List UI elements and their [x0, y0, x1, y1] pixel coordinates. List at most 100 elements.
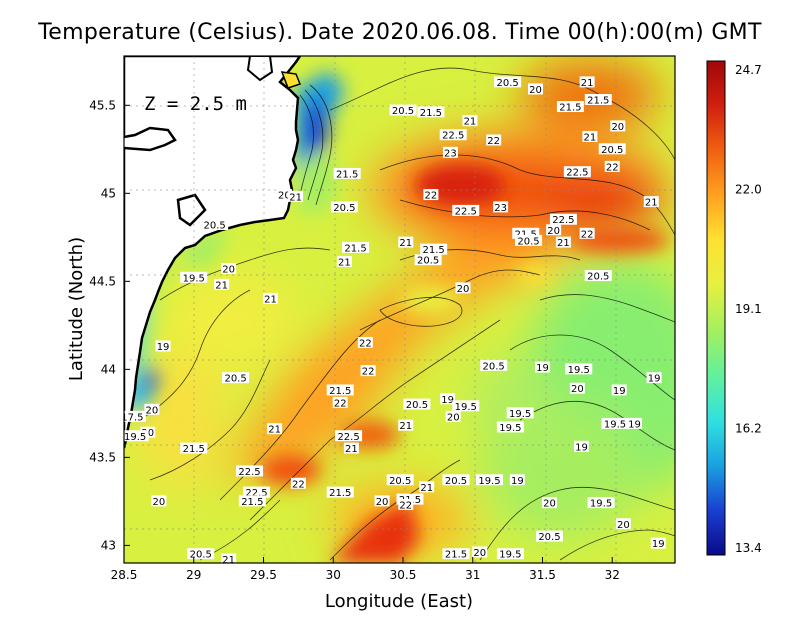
contour-label-text: 19 — [628, 419, 641, 430]
contour-label: 19.5 — [180, 271, 208, 284]
x-tick-label: 32 — [605, 568, 620, 582]
contour-label: 19.5 — [452, 400, 480, 413]
x-tick-label: 29.5 — [250, 568, 277, 582]
contour-label-box — [440, 393, 456, 405]
contour-label-box — [389, 104, 417, 116]
contour-label-text: 21 — [581, 78, 594, 89]
contour-label-box — [238, 495, 266, 507]
contour-label-text: 19.5 — [604, 419, 626, 430]
contour-label-box — [528, 83, 544, 95]
contour-label: 20.5 — [187, 548, 215, 561]
contour-label: 21.5 — [442, 548, 470, 561]
contour-label-box — [374, 495, 390, 507]
contour-label-box — [201, 219, 229, 230]
contour-label-box — [574, 440, 590, 452]
x-tick-label: 30 — [326, 568, 341, 582]
contour-label-text: 20 — [529, 85, 542, 96]
contour-label: 22.5 — [243, 486, 271, 499]
contour-label-text: 19.5 — [499, 423, 521, 434]
contour-label-box — [360, 365, 376, 377]
contour-label: 21.5 — [333, 167, 361, 180]
contour-label-text: 22.5 — [552, 215, 574, 226]
contour-label: 20 — [221, 263, 237, 276]
contour-label-text: 19 — [157, 342, 170, 353]
contour-label-box — [582, 130, 598, 142]
y-axis-label: Latitude (North) — [66, 237, 87, 381]
contour-label-box — [569, 382, 585, 394]
contour-label-text: 20.5 — [483, 361, 505, 372]
contour-label-box — [398, 236, 414, 248]
contour-label-box — [386, 474, 414, 486]
contour-label-box — [124, 430, 149, 442]
contour-label-text: 21.5 — [420, 108, 442, 119]
contour-label-text: 21.5 — [183, 444, 205, 455]
contour-label: 21 — [221, 553, 237, 566]
colorbar — [706, 60, 726, 556]
contour-label-text: 22 — [487, 136, 500, 147]
contour-label-box — [414, 254, 442, 266]
contour-label: 21.5 — [326, 384, 354, 397]
contour-label-box — [584, 270, 612, 282]
contour-label: 19.5 — [565, 363, 593, 376]
contour-label: 17.5 — [124, 410, 146, 423]
contour-label-text: 20 — [543, 499, 556, 510]
contour-label-box — [445, 410, 461, 422]
contour-label: 21 — [343, 442, 359, 455]
contour-label-text: 21 — [464, 117, 477, 128]
y-tick-label: 44 — [101, 362, 116, 376]
contour-label-box — [535, 530, 563, 542]
contour-label: 21 — [336, 255, 352, 268]
contour-label-text: 21 — [222, 555, 235, 566]
contour-label: 22 — [332, 396, 348, 409]
contour-label-text: 22.5 — [455, 206, 477, 217]
contour-label-box — [627, 417, 643, 429]
contour-label-text: 21 — [268, 425, 281, 436]
contour-label: 20 — [541, 497, 557, 510]
contour-label-box — [598, 143, 626, 155]
contour-label-box — [546, 224, 562, 236]
contour-label-text: 20.5 — [601, 145, 623, 156]
contour-label-text: 20 — [473, 548, 486, 559]
contour-label-box — [506, 407, 534, 419]
contour-label-text: 19 — [536, 363, 549, 374]
contour-label-text: 19.5 — [568, 365, 590, 376]
contour-label-box — [615, 518, 631, 530]
contour-label-box — [187, 548, 215, 560]
contour-label-text: 21.5 — [445, 550, 467, 561]
y-tick-label: 43 — [101, 538, 116, 552]
contour-label-box — [398, 419, 414, 431]
depth-label: Z = 2.5 m — [144, 93, 247, 115]
contour-label: 22 — [357, 336, 373, 349]
contour-label-text: 20 — [146, 405, 159, 416]
contour-label: 19.5 — [496, 548, 524, 561]
contour-label: 20 — [615, 518, 631, 531]
contour-label: 21 — [643, 196, 659, 209]
contour-label-box — [335, 430, 363, 442]
contour-label-box — [214, 278, 230, 290]
contour-label-text: 21.5 — [329, 488, 351, 499]
contour-label-text: 20.5 — [517, 236, 539, 247]
contour-label-box — [611, 384, 627, 396]
contour-label-text: 22 — [292, 479, 305, 490]
contour-label-text: 22.5 — [245, 488, 267, 499]
contour-label-text: 21.5 — [336, 169, 358, 180]
contour-label: 19 — [509, 474, 525, 487]
plot-frame — [123, 55, 676, 564]
contour-label-text: 20.5 — [496, 78, 518, 89]
contour-label-text: 19.5 — [509, 409, 531, 420]
contour-label-text: 21 — [215, 280, 228, 291]
contour-label-text: 21 — [345, 444, 358, 455]
contour-label-box — [417, 106, 445, 118]
contour-label-text: 20.5 — [417, 256, 439, 267]
contour-label: 20.5 — [414, 254, 442, 267]
contour-label-box — [610, 120, 626, 132]
contour-label: 20.5 — [201, 219, 229, 232]
contour-label: 21 — [398, 419, 414, 432]
contour-label: 22 — [579, 227, 595, 240]
contour-label-text: 21 — [338, 257, 351, 268]
contour-label: 20 — [528, 83, 544, 96]
contour-label: 21 — [267, 423, 283, 436]
x-tick-label: 28.5 — [111, 568, 138, 582]
contour-label: 19 — [650, 537, 666, 550]
contour-label-box — [290, 477, 306, 489]
